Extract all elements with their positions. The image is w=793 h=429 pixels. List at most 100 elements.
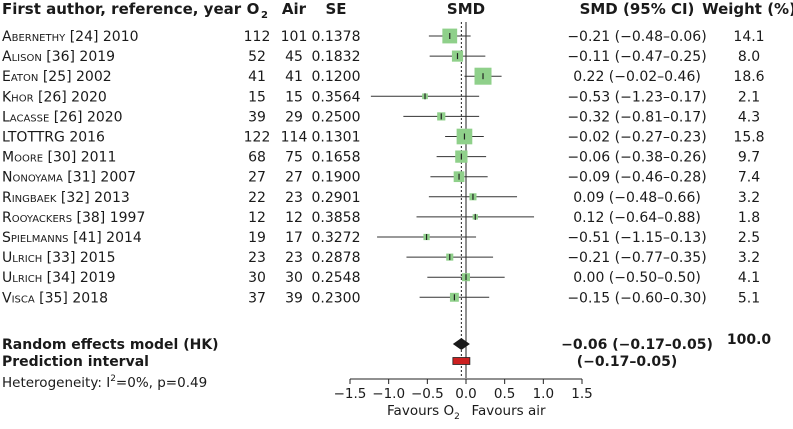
study-weight: 3.2	[738, 190, 760, 206]
study-author: Abernethy	[2, 29, 66, 45]
study-smd-ci: 0.09 (−0.48–0.66)	[573, 190, 701, 206]
study-o2-n: 41	[248, 69, 266, 85]
header-air: Air	[282, 0, 307, 18]
study-weight: 5.1	[738, 290, 760, 306]
study-weight: 7.4	[738, 170, 760, 186]
study-reference-year: [24] 2010	[65, 29, 138, 45]
study-author: Ulrich	[2, 250, 42, 266]
study-o2-n: 122	[244, 130, 271, 146]
study-se: 0.2878	[312, 250, 361, 266]
prediction-label: Prediction interval	[2, 354, 149, 370]
heterogeneity-superscript: 2	[110, 374, 116, 384]
study-air-n: 17	[285, 230, 303, 246]
study-smd-ci: −0.11 (−0.47–0.25)	[567, 49, 706, 65]
favours-air-label: Favours air	[472, 403, 547, 419]
summary-weight: 100.0	[727, 332, 772, 348]
x-axis-tick-label: −1.0	[372, 386, 405, 402]
study-se: 0.1658	[312, 150, 361, 166]
study-reference-year: [35] 2018	[35, 290, 108, 306]
study-reference-year: [38] 1997	[72, 210, 145, 226]
study-label: Eaton [25] 2002	[2, 69, 112, 85]
prediction-interval-bar	[452, 357, 471, 365]
x-axis-tick-label: −0.5	[411, 386, 444, 402]
prediction-ci: (−0.17–0.05)	[577, 354, 678, 370]
study-weight: 18.6	[733, 69, 764, 85]
study-o2-n: 15	[248, 89, 266, 105]
study-label: LTOTTRG 2016	[2, 130, 105, 146]
study-label: Visca [35] 2018	[2, 290, 108, 306]
study-reference-year: [30] 2011	[43, 150, 116, 166]
study-air-n: 101	[281, 29, 308, 45]
heterogeneity-text: Heterogeneity: I2=0%, p=0.49	[2, 374, 207, 391]
study-author: Eaton	[2, 69, 38, 85]
study-se: 0.2548	[312, 270, 361, 286]
study-smd-ci: −0.15 (−0.60–0.30)	[567, 290, 706, 306]
study-se: 0.3858	[312, 210, 361, 226]
study-air-n: 41	[285, 69, 303, 85]
study-author: Visca	[2, 290, 35, 306]
x-axis-tick-label: 1.0	[533, 386, 554, 402]
header-smd-ci: SMD (95% CI)	[580, 0, 695, 18]
favours-o2-text: Favours O	[387, 403, 454, 419]
study-air-n: 23	[285, 190, 303, 206]
x-axis-tick-label: 0.5	[494, 386, 515, 402]
study-smd-ci: −0.06 (−0.38–0.26)	[567, 150, 706, 166]
study-o2-n: 68	[248, 150, 266, 166]
favours-o2-label: Favours O2	[387, 403, 460, 422]
summary-smd-ci: −0.06 (−0.17–0.05)	[561, 337, 713, 353]
study-air-n: 29	[285, 109, 303, 125]
study-author: Lacasse	[2, 109, 49, 125]
study-se: 0.1301	[312, 130, 361, 146]
study-o2-n: 52	[248, 49, 266, 65]
study-se: 0.2300	[312, 290, 361, 306]
study-reference-year: [32] 2013	[56, 190, 129, 206]
favours-o2-subscript: 2	[454, 412, 460, 422]
study-reference-year: [41] 2014	[69, 230, 142, 246]
study-se: 0.3272	[312, 230, 361, 246]
study-o2-n: 22	[248, 190, 266, 206]
study-se: 0.1200	[312, 69, 361, 85]
study-weight: 4.1	[738, 270, 760, 286]
study-author: Spielmanns	[2, 230, 69, 246]
study-smd-ci: 0.22 (−0.02–0.46)	[573, 69, 701, 85]
summary-label: Random effects model (HK)	[2, 337, 219, 353]
study-weight: 2.1	[738, 89, 760, 105]
study-smd-ci: 0.00 (−0.50–0.50)	[573, 270, 701, 286]
study-smd-ci: −0.32 (−0.81–0.17)	[567, 109, 706, 125]
study-o2-n: 39	[248, 109, 266, 125]
study-air-n: 15	[285, 89, 303, 105]
study-author: Nonoyama	[2, 170, 63, 186]
study-air-n: 27	[285, 170, 303, 186]
study-weight: 2.5	[738, 230, 760, 246]
header-se: SE	[325, 0, 346, 18]
study-smd-ci: −0.53 (−1.23–0.17)	[567, 89, 706, 105]
study-author: Rooyackers	[2, 210, 72, 226]
study-label: Khor [26] 2020	[2, 89, 107, 105]
x-axis-tick-label: 1.5	[571, 386, 592, 402]
x-axis-tick-label: −1.5	[334, 386, 367, 402]
heterogeneity-prefix: Heterogeneity: I	[2, 375, 110, 391]
study-air-n: 12	[285, 210, 303, 226]
x-axis-tick-label: 0.0	[455, 386, 476, 402]
study-se: 0.2901	[312, 190, 361, 206]
study-o2-n: 112	[244, 29, 271, 45]
study-reference-year: [26] 2020	[34, 89, 107, 105]
study-label: Ulrich [33] 2015	[2, 250, 116, 266]
header-study: First author, reference, year	[2, 0, 242, 18]
study-smd-ci: −0.02 (−0.27–0.23)	[567, 130, 706, 146]
header-o2: O	[247, 0, 260, 18]
study-o2-n: 12	[248, 210, 266, 226]
study-reference-year: [34] 2019	[42, 270, 115, 286]
study-weight: 3.2	[738, 250, 760, 266]
study-smd-ci: 0.12 (−0.64–0.88)	[573, 210, 701, 226]
study-se: 0.3564	[312, 89, 361, 105]
study-author: Ringbaek	[2, 190, 57, 206]
study-author: Ulrich	[2, 270, 42, 286]
study-weight: 8.0	[738, 49, 760, 65]
study-se: 0.1832	[312, 49, 361, 65]
study-o2-n: 27	[248, 170, 266, 186]
study-o2-n: 23	[248, 250, 266, 266]
header-o2-subscript: 2	[261, 10, 268, 21]
heterogeneity-suffix: =0%, p=0.49	[116, 375, 207, 391]
